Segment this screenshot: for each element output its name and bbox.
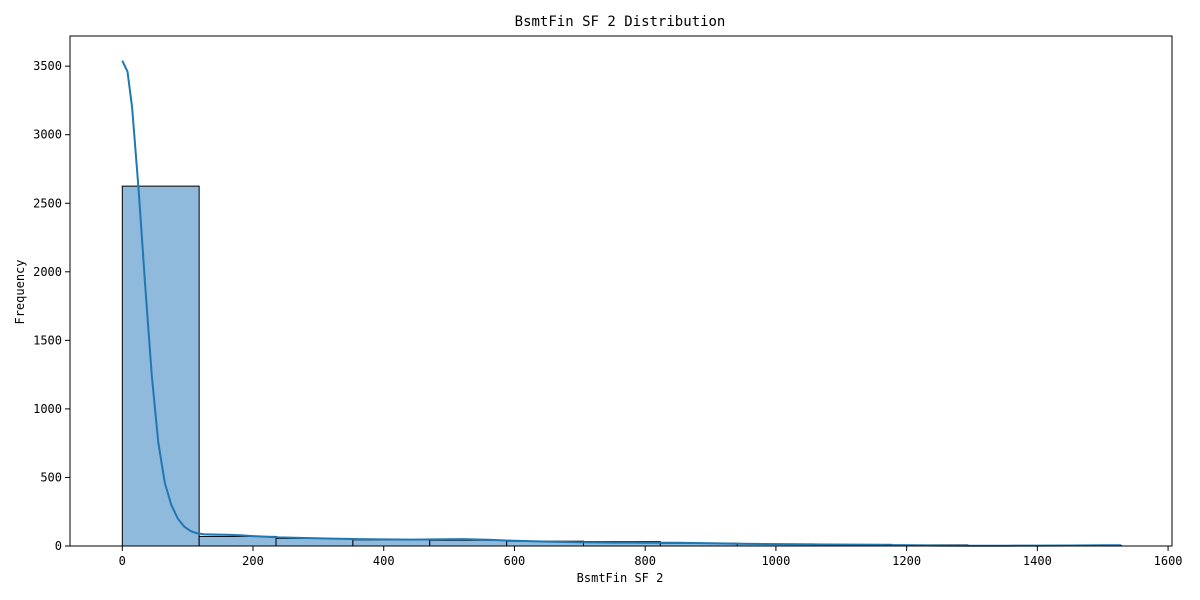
y-tick-label: 3000 xyxy=(33,128,62,142)
x-tick-label: 1200 xyxy=(892,554,921,568)
x-tick-label: 200 xyxy=(242,554,264,568)
plot-area: 0 200 400 600 800 1000 1200 1400 1600 0 500 1000 150… xyxy=(33,35,1183,568)
y-tick-label: 2500 xyxy=(33,196,62,210)
x-tick-label: 600 xyxy=(504,554,526,568)
histogram-bar xyxy=(198,535,277,547)
x-axis-label: BsmtFin SF 2 xyxy=(577,571,664,585)
y-tick-label: 500 xyxy=(40,470,62,484)
y-tick-label: 2000 xyxy=(33,265,62,279)
histogram-bar xyxy=(121,185,200,547)
kde-line xyxy=(121,60,1121,547)
y-tick-label: 0 xyxy=(55,539,62,553)
y-axis-label: Frequency xyxy=(13,259,27,324)
chart-title: BsmtFin SF 2 Distribution xyxy=(515,14,726,30)
y-tick-label: 3500 xyxy=(33,59,62,73)
x-tick-label: 400 xyxy=(373,554,395,568)
histogram-bar xyxy=(352,539,431,547)
x-tick-label: 1400 xyxy=(1023,554,1052,568)
histogram-bar xyxy=(429,539,508,547)
x-tick-label: 1000 xyxy=(761,554,790,568)
plot-frame xyxy=(69,35,1173,547)
y-tick-label: 1500 xyxy=(33,333,62,347)
x-tick-label: 800 xyxy=(634,554,656,568)
x-tick-label: 1600 xyxy=(1154,554,1183,568)
x-tick-label: 0 xyxy=(119,554,126,568)
y-tick-label: 1000 xyxy=(33,402,62,416)
